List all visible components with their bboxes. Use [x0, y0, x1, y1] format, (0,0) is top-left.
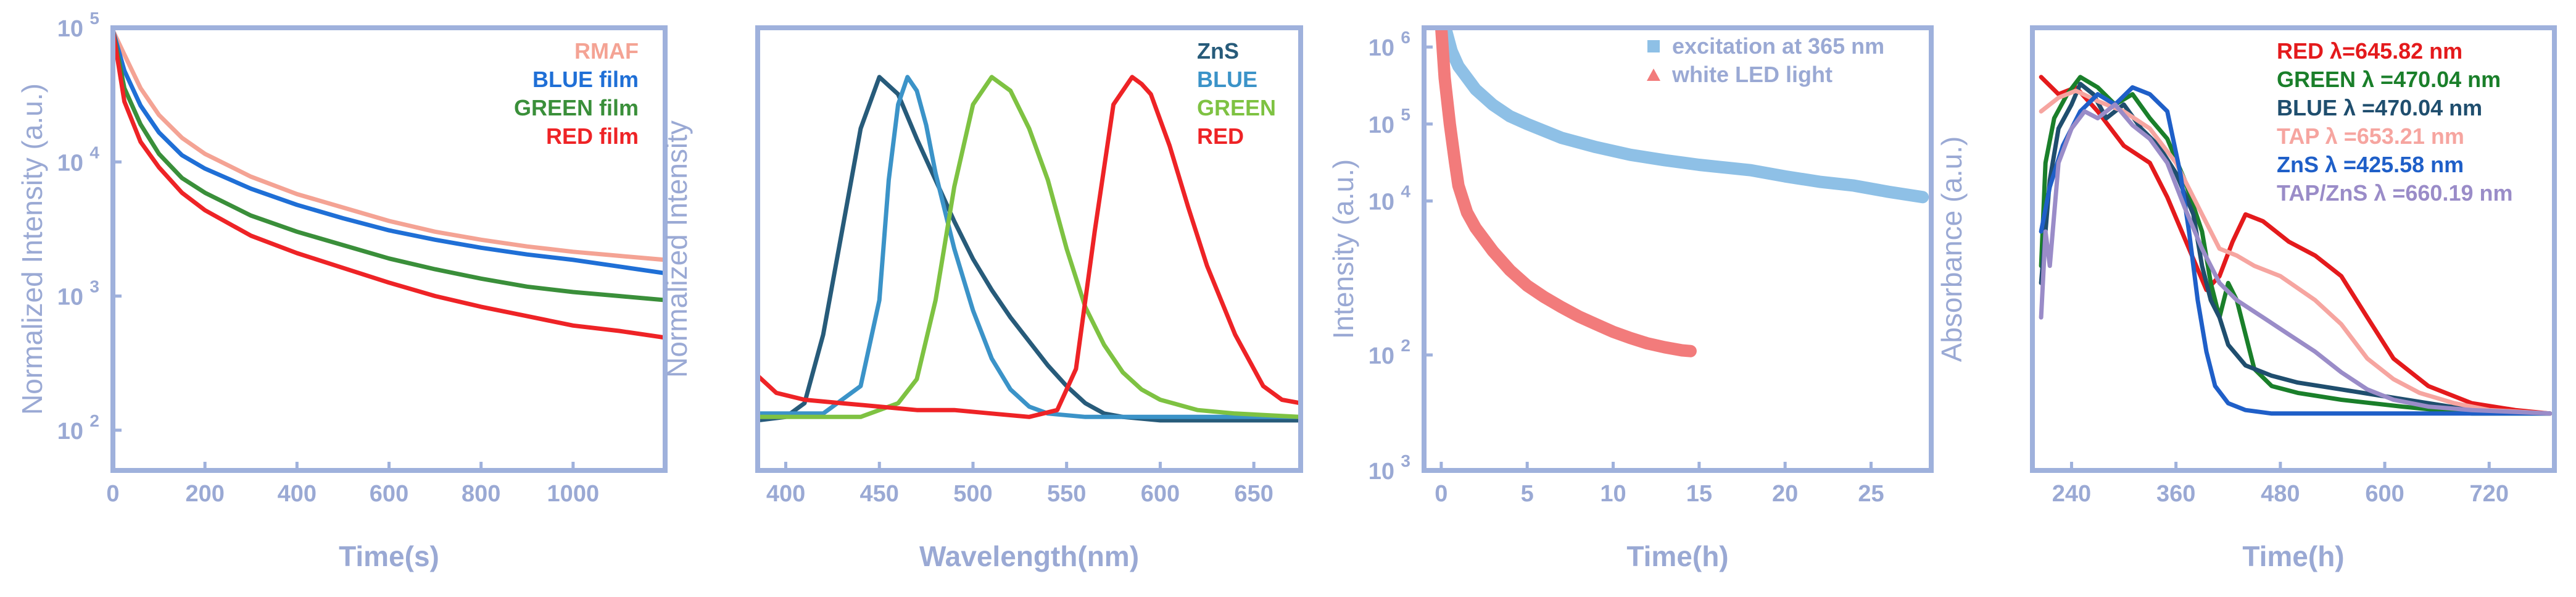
- series-line: [2039, 75, 2552, 416]
- x-tick-label: 400: [766, 481, 805, 507]
- y-tick-label: 10: [57, 285, 83, 311]
- legend-entry: RMAF: [574, 38, 639, 64]
- x-tick-label: 25: [1858, 481, 1884, 507]
- x-tick-label: 480: [2261, 481, 2300, 507]
- legend-entry: GREEN film: [514, 95, 639, 120]
- panel-emission-spectra: 400 450 500 550 600 650 Wavelength(nm) Normaliz…: [661, 25, 1303, 572]
- x-tick-label: 400: [278, 481, 317, 507]
- y-tick-label: 10: [57, 16, 83, 42]
- x-axis-label: Time(s): [339, 540, 439, 572]
- y-tick-exponent: 3: [1401, 451, 1410, 470]
- series-line: [760, 75, 1298, 419]
- series-line: [115, 31, 663, 303]
- x-tick-label: 550: [1047, 481, 1086, 507]
- y-tick-label: 10: [57, 419, 83, 445]
- x-tick-label: 200: [185, 481, 224, 507]
- legend-entry: BLUE: [1197, 67, 1257, 92]
- series-line: [115, 32, 663, 340]
- x-tick-label: 600: [1141, 481, 1180, 507]
- x-axis-label: Wavelength(nm): [919, 540, 1139, 572]
- x-tick-label: 15: [1686, 481, 1712, 507]
- plot-frame: [110, 25, 668, 473]
- legend-entry: RED film: [546, 123, 639, 149]
- y-tick-exponent: 2: [1401, 336, 1410, 355]
- y-axis-label: Normalized Intensity (a.u.): [16, 83, 48, 415]
- x-tick-label: 650: [1234, 481, 1273, 507]
- y-tick-label: 10: [1369, 112, 1394, 138]
- plot-frame: [1422, 25, 1934, 473]
- y-tick-exponent: 4: [89, 143, 99, 162]
- series-group: [1435, 30, 1929, 357]
- x-tick-label: 10: [1600, 481, 1626, 507]
- x-tick-label: 600: [370, 481, 408, 507]
- x-tick-label: 1000: [547, 481, 600, 507]
- y-tick-exponent: 2: [89, 411, 99, 430]
- x-tick-label: 800: [462, 481, 500, 507]
- y-axis-label: Absorbance (a.u.): [1936, 136, 1968, 362]
- y-tick-label: 10: [1369, 343, 1394, 369]
- x-tick-label: 0: [1435, 481, 1447, 507]
- legend-entry: ZnS λ =425.58 nm: [2277, 152, 2464, 177]
- panel-absorbance: 240 360 480 600 720 Time(h) Absorbance (a.u.) R…: [1936, 25, 2557, 572]
- legend-entry: RED: [1197, 123, 1244, 149]
- plot-frame: [2030, 25, 2557, 473]
- x-tick-label: 450: [860, 481, 899, 507]
- legend-entry: TAP λ =653.21 nm: [2277, 123, 2464, 149]
- y-tick-label: 10: [1369, 190, 1394, 215]
- series-line: [2039, 88, 2552, 416]
- y-tick-label: 10: [57, 150, 83, 176]
- series-line: [760, 75, 1298, 419]
- x-axis-label: Time(h): [1626, 540, 1728, 572]
- series-group: [2039, 75, 2552, 416]
- series-line: [760, 75, 1298, 419]
- panel-intensity-vs-time: 0 5 10 15 20 25 10 2 10 4 10 5 10 6 10 3 Time(h) Intensit…: [1327, 25, 1934, 572]
- y-tick-exponent: 4: [1401, 182, 1410, 201]
- x-tick-label: 20: [1772, 481, 1798, 507]
- y-tick-exponent: 3: [89, 277, 99, 296]
- legend-entry: TAP/ZnS λ =660.19 nm: [2277, 180, 2512, 206]
- x-tick-label: 240: [2052, 481, 2091, 507]
- series-group: [760, 75, 1298, 423]
- x-tick-label: 720: [2470, 481, 2509, 507]
- y-tick-exponent: 5: [1401, 105, 1410, 124]
- legend-entry: GREEN λ =470.04 nm: [2277, 67, 2501, 92]
- legend-entry: BLUE λ =470.04 nm: [2277, 95, 2482, 120]
- legend-entry: BLUE film: [532, 67, 639, 92]
- x-tick-label: 5: [1521, 481, 1534, 507]
- series-group: [115, 30, 663, 340]
- panel-time-decay-films: 0 200 400 600 800 1000 10 2 10 3 10 4 10 5 Time(s) Norm…: [16, 9, 668, 572]
- series-line: [2039, 85, 2552, 416]
- legend-entry: RED λ=645.82 nm: [2277, 38, 2462, 64]
- x-tick-label: 600: [2365, 481, 2404, 507]
- legend-entry: ZnS: [1197, 38, 1239, 64]
- plot-frame: [755, 25, 1303, 473]
- y-tick-exponent: 6: [1401, 28, 1410, 47]
- y-tick-label: 10: [1369, 35, 1394, 61]
- y-axis-label: Normalized Intensity: [661, 120, 693, 378]
- legend-entry: excitation at 365 nm: [1672, 33, 1884, 59]
- series-line: [115, 31, 663, 275]
- legend-square-marker: [1647, 40, 1660, 52]
- y-tick-exponent: 5: [89, 9, 99, 28]
- x-axis-label: Time(h): [2242, 540, 2344, 572]
- series-line: [1435, 30, 1697, 357]
- y-tick-label: 10: [1369, 459, 1394, 485]
- x-tick-label: 500: [953, 481, 992, 507]
- x-tick-label: 0: [106, 481, 119, 507]
- legend-entry: GREEN: [1197, 95, 1276, 120]
- legend-triangle-marker: [1647, 69, 1660, 81]
- series-line: [1440, 30, 1929, 204]
- series-line: [115, 30, 663, 262]
- y-axis-label: Intensity (a.u.): [1327, 159, 1359, 339]
- legend-entry: white LED light: [1671, 62, 1833, 87]
- series-line: [2039, 102, 2552, 416]
- series-line: [760, 75, 1298, 423]
- x-tick-label: 360: [2156, 481, 2195, 507]
